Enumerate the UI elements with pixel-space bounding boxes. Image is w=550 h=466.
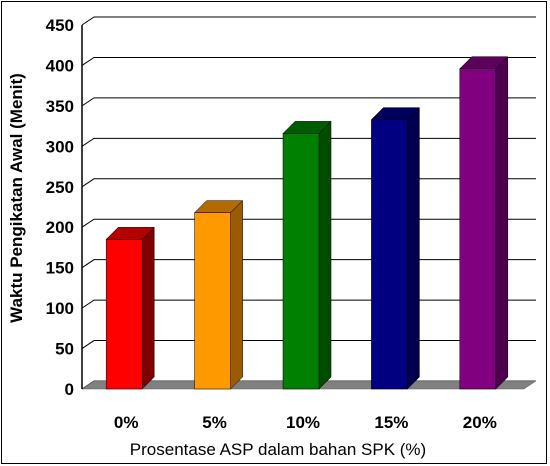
x-tick-label: 10% <box>286 413 320 432</box>
bar-20% <box>459 56 509 390</box>
bar-front <box>105 239 143 390</box>
y-tick-label: 200 <box>46 218 74 237</box>
gridline <box>81 16 536 26</box>
bars <box>105 56 509 390</box>
y-tick-label: 0 <box>65 380 74 399</box>
bar-front <box>459 68 497 390</box>
bar-0% <box>105 226 155 390</box>
bar-side <box>230 200 243 390</box>
x-tick-label: 15% <box>374 413 408 432</box>
x-tick-label: 5% <box>202 413 227 432</box>
y-tick-label: 100 <box>46 299 74 318</box>
x-axis-title: Prosentase ASP dalam bahan SPK (%) <box>130 440 426 459</box>
y-axis-title: Waktu Pengikatan Awal (Menit) <box>7 73 26 323</box>
bar-front <box>194 212 231 390</box>
bar-side <box>495 56 509 390</box>
bar-side <box>318 120 332 390</box>
bar-15% <box>370 107 421 390</box>
y-tick-label: 150 <box>46 259 74 278</box>
x-tick-label: 0% <box>114 413 139 432</box>
gridline <box>81 97 536 107</box>
x-tick-label: 20% <box>463 413 497 432</box>
bar-front <box>371 119 408 390</box>
bar-front <box>282 133 320 390</box>
bar-5% <box>193 200 244 390</box>
y-tick-label: 400 <box>46 56 74 75</box>
bar-side <box>407 107 420 390</box>
y-tick-label: 250 <box>46 178 74 197</box>
bar-10% <box>282 120 332 390</box>
y-tick-label: 50 <box>55 340 74 359</box>
bar-side <box>141 226 155 390</box>
y-tick-label: 300 <box>46 137 74 156</box>
y-tick-label: 450 <box>46 16 74 35</box>
y-tick-labels: 0 50 100 150 200 250 300 350 400 450 <box>46 16 74 399</box>
gridline <box>81 56 536 66</box>
x-tick-labels: 0% 5% 10% 15% 20% <box>114 413 497 432</box>
y-tick-label: 350 <box>46 97 74 116</box>
